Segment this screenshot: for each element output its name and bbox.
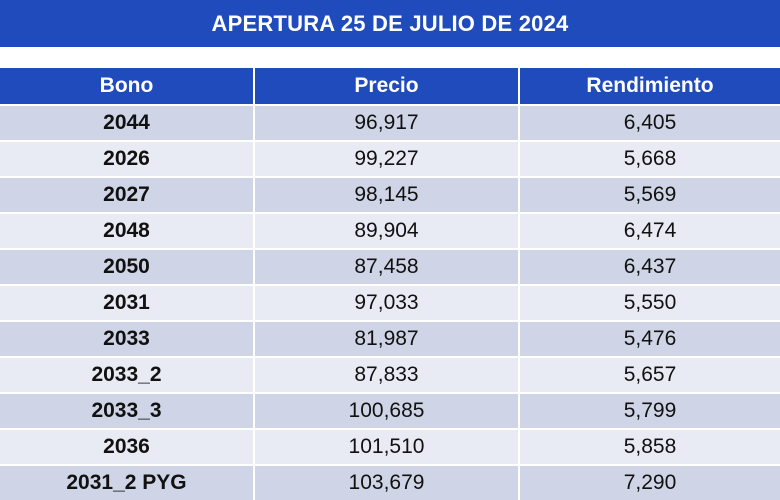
cell-precio: 99,227 (253, 140, 519, 177)
cell-precio: 98,145 (253, 176, 519, 213)
cell-rendimiento: 5,569 (518, 176, 780, 213)
cell-rendimiento: 5,476 (518, 320, 780, 357)
cell-rendimiento: 5,799 (518, 392, 780, 429)
table-row: 2050 87,458 6,437 (0, 248, 780, 285)
table-row: 2033 81,987 5,476 (0, 320, 780, 357)
cell-precio: 96,917 (253, 104, 519, 141)
table-body: 2044 96,917 6,405 2026 99,227 5,668 2027 98,145… (0, 104, 780, 500)
cell-rendimiento: 5,657 (518, 356, 780, 393)
cell-bono: 2036 (0, 428, 254, 465)
table-row: 2027 98,145 5,569 (0, 176, 780, 213)
cell-bono: 2033_2 (0, 356, 254, 393)
page-title: APERTURA 25 DE JULIO DE 2024 (0, 0, 780, 47)
cell-bono: 2044 (0, 104, 254, 141)
cell-bono: 2031 (0, 284, 254, 321)
cell-bono: 2048 (0, 212, 254, 249)
cell-precio: 100,685 (253, 392, 519, 429)
cell-bono: 2031_2 PYG (0, 464, 254, 500)
table-row: 2031 97,033 5,550 (0, 284, 780, 321)
cell-bono: 2050 (0, 248, 254, 285)
cell-bono: 2026 (0, 140, 254, 177)
cell-rendimiento: 7,290 (518, 464, 780, 500)
cell-precio: 89,904 (253, 212, 519, 249)
cell-bono: 2027 (0, 176, 254, 213)
column-header-precio: Precio (253, 68, 519, 105)
table-row: 2031_2 PYG 103,679 7,290 (0, 464, 780, 500)
cell-precio: 103,679 (253, 464, 519, 500)
cell-rendimiento: 6,474 (518, 212, 780, 249)
cell-rendimiento: 6,437 (518, 248, 780, 285)
cell-rendimiento: 5,858 (518, 428, 780, 465)
table-row: 2026 99,227 5,668 (0, 140, 780, 177)
cell-precio: 97,033 (253, 284, 519, 321)
table-row: 2048 89,904 6,474 (0, 212, 780, 249)
cell-rendimiento: 5,550 (518, 284, 780, 321)
table-header-row: Bono Precio Rendimiento (0, 68, 780, 105)
cell-precio: 101,510 (253, 428, 519, 465)
cell-rendimiento: 6,405 (518, 104, 780, 141)
cell-bono: 2033_3 (0, 392, 254, 429)
cell-rendimiento: 5,668 (518, 140, 780, 177)
table-row: 2036 101,510 5,858 (0, 428, 780, 465)
cell-precio: 87,833 (253, 356, 519, 393)
column-header-rendimiento: Rendimiento (518, 68, 780, 105)
table-row: 2044 96,917 6,405 (0, 104, 780, 141)
cell-bono: 2033 (0, 320, 254, 357)
cell-precio: 81,987 (253, 320, 519, 357)
column-header-bono: Bono (0, 68, 254, 105)
table-row: 2033_3 100,685 5,799 (0, 392, 780, 429)
cell-precio: 87,458 (253, 248, 519, 285)
table-row: 2033_2 87,833 5,657 (0, 356, 780, 393)
bond-table: Bono Precio Rendimiento 2044 96,917 6,405 2… (0, 68, 780, 500)
